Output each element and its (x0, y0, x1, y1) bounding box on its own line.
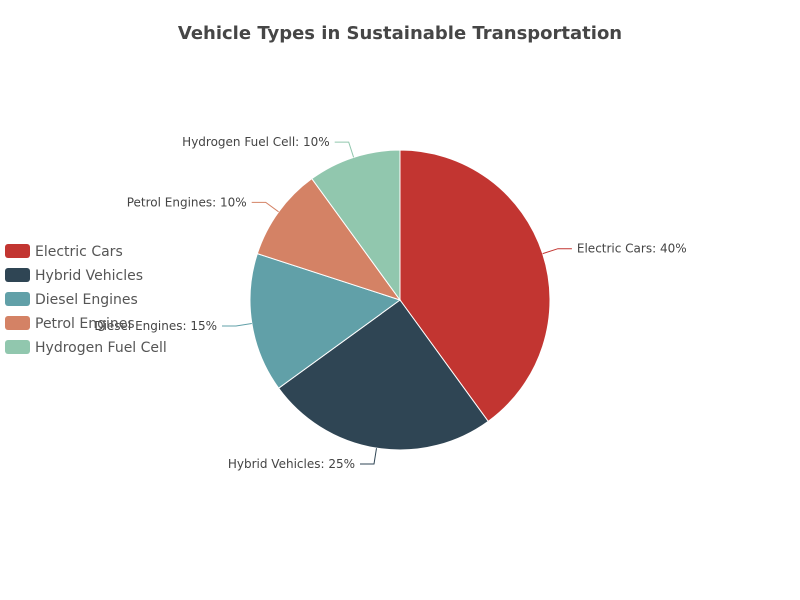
legend-swatch-diesel-engines (5, 292, 30, 306)
pie-slice-petrol-engines[interactable] (256, 177, 402, 301)
leader-line-hybrid-vehicles (360, 448, 377, 465)
legend-swatch-electric-cars (5, 244, 30, 258)
legend-item-electric-cars[interactable]: Electric Cars (5, 244, 123, 260)
pie-slice-hybrid-vehicles[interactable] (277, 299, 489, 451)
legend: Electric Cars Hybrid Vehicles Diesel Engin… (5, 244, 167, 356)
legend-label-electric-cars: Electric Cars (35, 244, 123, 260)
legend-swatch-hybrid-vehicles (5, 268, 30, 282)
slice-labels: Electric Cars: 40% Hybrid Vehicles: 25% Di… (94, 135, 686, 471)
legend-label-hydrogen-fuel-cell: Hydrogen Fuel Cell (35, 340, 167, 356)
leader-line-electric-cars (542, 248, 572, 255)
legend-label-diesel-engines: Diesel Engines (35, 292, 138, 308)
legend-swatch-hydrogen-fuel-cell (5, 340, 30, 354)
legend-label-petrol-engines: Petrol Engines (35, 316, 135, 332)
slice-leader-lines (222, 141, 572, 465)
legend-item-petrol-engines[interactable]: Petrol Engines (5, 316, 135, 332)
pie-slice-diesel-engines[interactable] (249, 253, 402, 389)
legend-swatch-petrol-engines (5, 316, 30, 330)
legend-item-hydrogen-fuel-cell[interactable]: Hydrogen Fuel Cell (5, 340, 167, 356)
slice-label-electric-cars: Electric Cars: 40% (577, 242, 687, 256)
slice-label-hydrogen-fuel-cell: Hydrogen Fuel Cell: 10% (182, 135, 330, 149)
slice-label-hybrid-vehicles: Hybrid Vehicles: 25% (228, 457, 355, 471)
pie-slices (249, 149, 551, 451)
pie-slice-electric-cars[interactable] (399, 149, 551, 423)
legend-label-hybrid-vehicles: Hybrid Vehicles (35, 268, 143, 284)
leader-line-hydrogen-fuel-cell (334, 141, 355, 158)
leader-line-petrol-engines (251, 201, 279, 213)
legend-item-diesel-engines[interactable]: Diesel Engines (5, 292, 138, 308)
leader-line-diesel-engines (222, 323, 252, 327)
slice-label-diesel-engines: Diesel Engines: 15% (94, 319, 217, 333)
legend-item-hybrid-vehicles[interactable]: Hybrid Vehicles (5, 268, 143, 284)
pie-slice-hydrogen-fuel-cell[interactable] (311, 149, 401, 302)
chart-title: Vehicle Types in Sustainable Transportat… (178, 23, 622, 44)
slice-label-petrol-engines: Petrol Engines: 10% (127, 195, 247, 209)
